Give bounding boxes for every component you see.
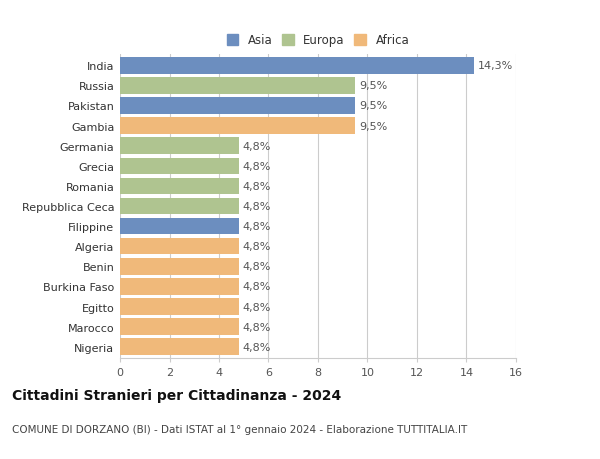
Bar <box>120 279 239 295</box>
Text: 4,8%: 4,8% <box>242 262 271 272</box>
Text: Cittadini Stranieri per Cittadinanza - 2024: Cittadini Stranieri per Cittadinanza - 2… <box>12 388 341 402</box>
Text: 14,3%: 14,3% <box>478 61 513 71</box>
Bar <box>120 238 239 255</box>
Text: COMUNE DI DORZANO (BI) - Dati ISTAT al 1° gennaio 2024 - Elaborazione TUTTITALIA: COMUNE DI DORZANO (BI) - Dati ISTAT al 1… <box>12 425 467 435</box>
Text: 4,8%: 4,8% <box>242 302 271 312</box>
Bar <box>120 198 239 215</box>
Bar <box>120 138 239 155</box>
Bar <box>120 339 239 355</box>
Text: 4,8%: 4,8% <box>242 242 271 252</box>
Text: 4,8%: 4,8% <box>242 342 271 352</box>
Bar <box>120 78 355 95</box>
Text: 4,8%: 4,8% <box>242 181 271 191</box>
Text: 4,8%: 4,8% <box>242 282 271 292</box>
Bar <box>120 218 239 235</box>
Text: 4,8%: 4,8% <box>242 202 271 212</box>
Text: 9,5%: 9,5% <box>359 81 387 91</box>
Text: 9,5%: 9,5% <box>359 101 387 111</box>
Text: 4,8%: 4,8% <box>242 141 271 151</box>
Bar <box>120 299 239 315</box>
Bar <box>120 319 239 335</box>
Bar <box>120 178 239 195</box>
Text: 4,8%: 4,8% <box>242 222 271 232</box>
Bar <box>120 98 355 114</box>
Text: 4,8%: 4,8% <box>242 322 271 332</box>
Text: 9,5%: 9,5% <box>359 121 387 131</box>
Bar <box>120 58 474 74</box>
Bar <box>120 258 239 275</box>
Bar <box>120 118 355 134</box>
Text: 4,8%: 4,8% <box>242 162 271 171</box>
Bar <box>120 158 239 175</box>
Legend: Asia, Europa, Africa: Asia, Europa, Africa <box>223 31 413 50</box>
